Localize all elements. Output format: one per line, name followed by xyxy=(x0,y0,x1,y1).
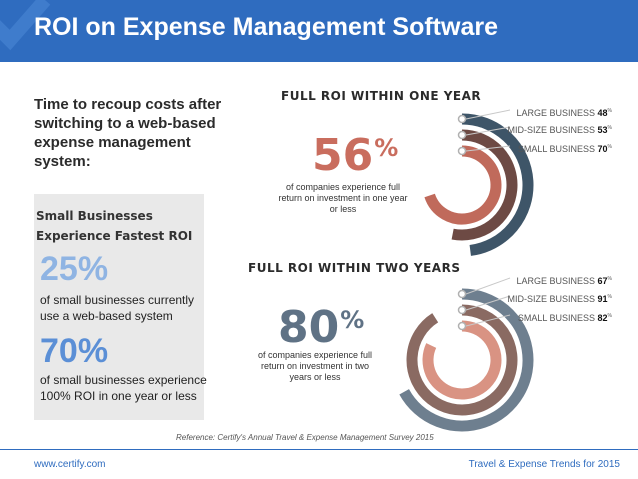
legend-mid-size-business-one-year: MID-SIZE BUSINESS 53% xyxy=(508,125,613,135)
legend-unit: % xyxy=(607,125,612,131)
footer-tagline: Travel & Expense Trends for 2015 xyxy=(468,459,620,470)
legend-value: 48 xyxy=(597,108,608,118)
legend-label: LARGE BUSINESS xyxy=(516,276,596,286)
headline-text-one-year: of companies experience full return on i… xyxy=(278,182,408,214)
footer-website-link[interactable]: www.certify.com xyxy=(34,459,106,470)
legend-unit: % xyxy=(607,144,612,150)
panel-title-line2: Experience Fastest ROI xyxy=(36,229,193,243)
legend-value: 53 xyxy=(597,125,608,135)
ring-arc-large-business xyxy=(399,288,534,432)
stat-text-current-users: of small businesses currently use a web-… xyxy=(40,293,195,323)
headline-value-one-year: 56% xyxy=(312,130,398,181)
intro-text: Time to recoup costs after switching to … xyxy=(34,96,222,170)
legend-unit: % xyxy=(607,294,612,300)
reference-note: Reference: Certify's Annual Travel & Exp… xyxy=(176,433,434,442)
ring-start-marker xyxy=(457,321,467,331)
stat-value-current-users: 25% xyxy=(40,250,109,288)
headline-unit-two-years: % xyxy=(340,306,365,334)
legend-small-business-two-years: SMALL BUSINESS 82% xyxy=(518,313,612,323)
legend-leader-line xyxy=(465,126,511,136)
small-business-panel xyxy=(34,194,204,420)
legend-unit: % xyxy=(607,276,612,282)
ring-arc-small-business xyxy=(422,320,502,400)
legend-value: 67 xyxy=(597,276,608,286)
legend-unit: % xyxy=(607,313,612,319)
headline-unit-one-year: % xyxy=(374,134,399,162)
stat-text-one-year-roi: of small businesses experience 100% ROI … xyxy=(40,373,207,403)
ring-arc-large-business xyxy=(461,113,534,256)
legend-leader-line xyxy=(465,145,511,152)
legend-value: 82 xyxy=(597,313,608,323)
stat-value-one-year-roi: 70% xyxy=(40,332,109,370)
footer-divider xyxy=(0,449,638,450)
legend-leader-line xyxy=(465,314,511,327)
headline-text-two-years: of companies experience full return on i… xyxy=(257,350,373,382)
legend-leader-line xyxy=(465,277,511,295)
chart-title-one-year: FULL ROI WITHIN ONE YEAR xyxy=(281,89,482,103)
legend-mid-size-business-two-years: MID-SIZE BUSINESS 91% xyxy=(508,294,613,304)
chart-title-two-years: FULL ROI WITHIN TWO YEARS xyxy=(248,261,461,275)
legend-large-business-one-year: LARGE BUSINESS 48% xyxy=(516,108,612,118)
ring-start-marker xyxy=(457,130,467,140)
legend-label: MID-SIZE BUSINESS xyxy=(507,125,596,135)
legend-label: MID-SIZE BUSINESS xyxy=(507,294,596,304)
header-banner: ROI on Expense Management Software xyxy=(0,0,638,62)
page-title: ROI on Expense Management Software xyxy=(34,13,498,41)
legend-small-business-one-year: SMALL BUSINESS 70% xyxy=(518,144,612,154)
headline-number-one-year: 56 xyxy=(312,130,374,181)
legend-leader-line xyxy=(465,109,511,120)
legend-label: SMALL BUSINESS xyxy=(517,313,596,323)
legend-leader-line xyxy=(465,295,511,311)
ring-start-marker xyxy=(457,114,467,124)
ring-start-marker xyxy=(457,289,467,299)
ring-arc-mid-size-business xyxy=(406,304,518,416)
legend-label: SMALL BUSINESS xyxy=(517,144,596,154)
headline-number-two-years: 80 xyxy=(278,302,340,353)
legend-unit: % xyxy=(607,108,612,114)
checkmark-watermark-icon xyxy=(0,0,51,51)
legend-value: 70 xyxy=(597,144,608,154)
ring-start-marker xyxy=(457,146,467,156)
legend-label: LARGE BUSINESS xyxy=(516,108,596,118)
ring-arc-small-business xyxy=(424,145,502,225)
legend-large-business-two-years: LARGE BUSINESS 67% xyxy=(516,276,612,286)
panel-title-line1: Small Businesses xyxy=(36,209,153,223)
headline-value-two-years: 80% xyxy=(278,302,364,353)
legend-value: 91 xyxy=(597,294,608,304)
ring-start-marker xyxy=(457,305,467,315)
ring-arc-mid-size-business xyxy=(451,129,518,241)
